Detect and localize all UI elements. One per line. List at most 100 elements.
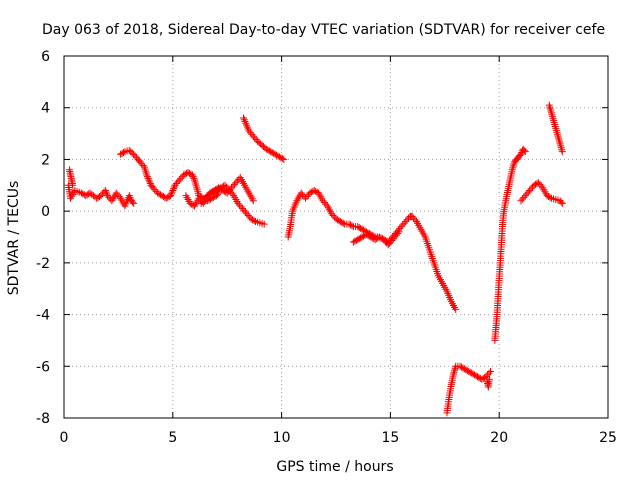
y-tick-label: -2 — [36, 256, 50, 272]
data-point-marker — [530, 181, 538, 189]
data-point-marker — [228, 190, 236, 198]
data-point-marker — [246, 129, 254, 137]
data-point-marker — [277, 154, 285, 162]
x-tick-label: 25 — [599, 430, 617, 446]
data-point-marker — [302, 194, 310, 202]
axis-ticks: 0 5 10 15 20 25 -8 -6 -4 -2 0 2 4 6 — [36, 49, 617, 446]
data-point-marker — [452, 305, 460, 313]
y-axis-label: SDTVAR / TECUs — [6, 181, 22, 296]
data-point-marker — [186, 199, 194, 207]
data-point-marker — [549, 115, 557, 123]
series-arc-4 — [182, 181, 268, 228]
data-point-marker — [251, 134, 259, 142]
data-point-marker — [312, 187, 320, 195]
data-point-marker — [199, 198, 207, 206]
data-point-marker — [345, 220, 353, 228]
data-point-marker — [394, 230, 402, 238]
data-point-marker — [517, 150, 525, 158]
data-point-marker — [380, 236, 388, 244]
data-point-marker — [517, 197, 525, 205]
data-point-marker — [403, 216, 411, 224]
data-point-marker — [355, 235, 363, 243]
data-point-marker — [351, 237, 359, 245]
data-point-marker — [537, 182, 545, 190]
data-point-marker — [188, 171, 196, 179]
data-point-marker — [104, 192, 112, 200]
data-point-marker — [167, 190, 175, 198]
data-point-marker — [520, 146, 528, 154]
data-point-marker — [221, 181, 229, 189]
data-point-marker — [352, 236, 360, 244]
data-point-marker — [274, 152, 282, 160]
data-point-marker — [143, 171, 151, 179]
data-point-marker — [114, 191, 122, 199]
data-point-marker — [201, 194, 209, 202]
data-point-marker — [362, 230, 370, 238]
data-point-marker — [125, 192, 133, 200]
data-point-marker — [193, 184, 201, 192]
data-point-marker — [115, 192, 123, 200]
data-point-marker — [459, 364, 467, 372]
data-point-marker — [367, 233, 375, 241]
data-point-marker — [230, 180, 238, 188]
data-point-marker — [128, 149, 136, 157]
data-point-marker — [146, 178, 154, 186]
data-point-marker — [364, 231, 372, 239]
series-arc-11 — [491, 145, 529, 344]
x-tick-label: 10 — [273, 430, 291, 446]
data-point-marker — [265, 147, 273, 155]
data-point-marker — [527, 185, 535, 193]
data-point-marker — [237, 203, 245, 211]
data-point-marker — [395, 228, 403, 236]
data-point-marker — [338, 218, 346, 226]
data-point-marker — [553, 130, 561, 138]
data-point-marker — [332, 215, 340, 223]
data-point-marker — [130, 199, 138, 207]
data-point-marker — [556, 140, 564, 148]
data-point-marker — [548, 111, 556, 119]
data-point-marker — [547, 109, 555, 117]
data-point-marker — [171, 181, 179, 189]
data-point-marker — [520, 193, 528, 201]
data-point-marker — [162, 194, 170, 202]
data-point-marker — [225, 187, 233, 195]
data-point-marker — [146, 180, 154, 188]
y-tick-label: 0 — [41, 204, 50, 220]
data-point-marker — [348, 222, 356, 230]
chart-title: Day 063 of 2018, Sidereal Day-to-day VTE… — [42, 22, 605, 38]
data-point-marker — [543, 192, 551, 200]
data-point-marker — [216, 185, 224, 193]
data-point-marker — [240, 206, 248, 214]
data-point-marker — [270, 149, 278, 157]
data-point-marker — [509, 164, 517, 172]
data-point-marker — [248, 130, 256, 138]
data-point-marker — [556, 138, 564, 146]
x-tick-label: 0 — [60, 430, 69, 446]
data-point-marker — [193, 186, 201, 194]
series-arc-8 — [349, 228, 403, 249]
data-point-marker — [240, 114, 248, 122]
data-point-marker — [244, 211, 252, 219]
data-point-marker — [241, 208, 249, 216]
data-point-marker — [226, 186, 234, 194]
data-point-marker — [136, 158, 144, 166]
data-point-marker — [465, 367, 473, 375]
data-point-marker — [240, 116, 248, 124]
grid-lines — [64, 56, 608, 418]
data-point-marker — [222, 188, 230, 196]
data-point-marker — [206, 189, 214, 197]
data-point-marker — [97, 192, 105, 200]
data-point-marker — [164, 193, 172, 201]
data-point-marker — [371, 236, 379, 244]
data-point-marker — [234, 199, 242, 207]
data-point-marker — [479, 374, 487, 382]
data-point-marker — [552, 126, 560, 134]
data-point-marker — [129, 198, 137, 206]
data-point-marker — [158, 192, 166, 200]
data-point-marker — [189, 173, 197, 181]
data-point-marker — [127, 195, 135, 203]
data-point-marker — [394, 226, 402, 234]
data-point-marker — [156, 191, 164, 199]
data-point-marker — [328, 210, 336, 218]
data-point-marker — [320, 199, 328, 207]
